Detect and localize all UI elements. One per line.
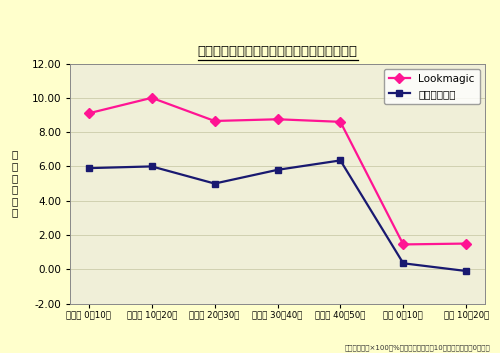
市販スパッツ xyxy=(212,181,218,186)
Legend: Lookmagic, 市販スパッツ: Lookmagic, 市販スパッツ xyxy=(384,69,480,104)
Title: 着用前の血流をゼロとしたときの血流量変化: 着用前の血流をゼロとしたときの血流量変化 xyxy=(198,45,358,58)
市販スパッツ xyxy=(338,158,344,162)
Text: 註：変化率（×100で%の表示）履く前の10分間迫を基準値0とする: 註：変化率（×100で%の表示）履く前の10分間迫を基準値0とする xyxy=(344,345,490,351)
Lookmagic xyxy=(400,242,406,246)
市販スパッツ xyxy=(148,164,154,168)
市販スパッツ xyxy=(463,269,469,273)
Lookmagic xyxy=(148,96,154,100)
Line: Lookmagic: Lookmagic xyxy=(86,94,469,248)
市販スパッツ xyxy=(400,261,406,265)
Lookmagic xyxy=(463,241,469,246)
Line: 市販スパッツ: 市販スパッツ xyxy=(86,157,469,275)
Y-axis label: 血
流
量
変
化
率: 血 流 量 変 化 率 xyxy=(12,150,18,217)
市販スパッツ xyxy=(274,168,280,172)
市販スパッツ xyxy=(86,166,92,170)
Lookmagic xyxy=(212,119,218,123)
Lookmagic xyxy=(86,111,92,115)
Lookmagic xyxy=(338,120,344,124)
Lookmagic xyxy=(274,117,280,121)
